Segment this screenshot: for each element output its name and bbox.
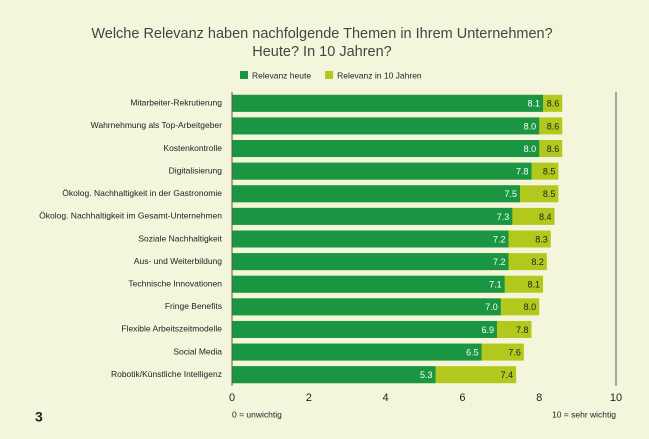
y-tick-label: Fringe Benefits xyxy=(165,301,222,311)
axis-note: 10 = sehr wichtig xyxy=(552,409,616,419)
y-tick-label: Wahrnehmung als Top-Arbeitgeber xyxy=(91,120,223,130)
value-label: 7.3 xyxy=(497,212,510,222)
legend-swatch xyxy=(240,71,248,79)
value-label: 8.3 xyxy=(535,234,548,244)
x-tick-label: 2 xyxy=(306,392,312,404)
value-label: 7.0 xyxy=(485,302,498,312)
y-tick-label: Soziale Nachhaltigkeit xyxy=(138,233,222,243)
bar xyxy=(232,162,532,180)
x-tick-label: 0 xyxy=(229,392,235,404)
x-tick-label: 8 xyxy=(536,392,542,404)
bar xyxy=(232,366,436,384)
bar xyxy=(232,343,482,361)
value-label: 8.2 xyxy=(531,257,544,267)
value-label: 8.5 xyxy=(543,167,556,177)
value-label: 7.2 xyxy=(493,234,506,244)
value-label: 8.1 xyxy=(528,280,541,290)
value-label: 8.6 xyxy=(547,99,560,109)
bar xyxy=(232,117,540,135)
value-label: 8.0 xyxy=(524,121,537,131)
value-label: 8.0 xyxy=(524,302,537,312)
bar xyxy=(232,207,513,225)
y-tick-label: Technische Innovationen xyxy=(128,278,222,288)
bar xyxy=(232,94,544,112)
y-tick-label: Flexible Arbeitszeitmodelle xyxy=(121,324,222,334)
x-tick-label: 4 xyxy=(383,392,389,404)
y-tick-label: Digitalisierung xyxy=(169,165,223,175)
legend-swatch xyxy=(325,71,334,79)
value-label: 7.8 xyxy=(516,167,529,177)
bar xyxy=(232,320,497,338)
value-label: 6.9 xyxy=(481,325,494,335)
bar xyxy=(232,185,520,203)
y-tick-label: Aus- und Weiterbildung xyxy=(134,256,222,266)
value-label: 5.3 xyxy=(420,370,433,380)
value-label: 7.4 xyxy=(501,370,514,380)
y-tick-label: Mitarbeiter-Rekrutierung xyxy=(130,98,222,108)
bar xyxy=(232,140,540,158)
value-label: 8.1 xyxy=(528,99,541,109)
value-label: 7.2 xyxy=(493,257,506,267)
bar xyxy=(232,253,509,271)
chart-title: Heute? In 10 Jahren? xyxy=(252,44,391,60)
y-tick-label: Robotik/Künstliche Intelligenz xyxy=(111,369,222,379)
y-tick-label: Ökolog. Nachhaltigkeit in der Gastronomi… xyxy=(62,188,222,198)
value-label: 7.8 xyxy=(516,325,529,335)
value-label: 6.5 xyxy=(466,347,479,357)
bar xyxy=(232,298,501,316)
value-label: 8.6 xyxy=(547,144,560,154)
x-tick-label: 10 xyxy=(610,392,622,404)
bar xyxy=(232,230,509,248)
y-tick-label: Ökolog. Nachhaltigkeit im Gesamt-Unterne… xyxy=(39,211,222,221)
value-label: 8.5 xyxy=(543,189,556,199)
axis-note: 0 = unwichtig xyxy=(232,409,282,419)
y-tick-label: Kostenkontrolle xyxy=(163,143,222,153)
y-tick-label: Social Media xyxy=(173,346,222,356)
chart-title: Welche Relevanz haben nachfolgende Theme… xyxy=(91,26,552,42)
value-label: 8.0 xyxy=(524,144,537,154)
x-tick-label: 6 xyxy=(459,392,465,404)
page-number: 3 xyxy=(35,409,43,425)
legend-label: Relevanz in 10 Jahren xyxy=(337,70,422,80)
value-label: 7.1 xyxy=(489,280,502,290)
value-label: 7.5 xyxy=(504,189,517,199)
bar xyxy=(232,275,505,293)
value-label: 8.4 xyxy=(539,212,552,222)
legend-label: Relevanz heute xyxy=(252,70,311,80)
value-label: 8.6 xyxy=(547,121,560,131)
value-label: 7.6 xyxy=(508,347,521,357)
